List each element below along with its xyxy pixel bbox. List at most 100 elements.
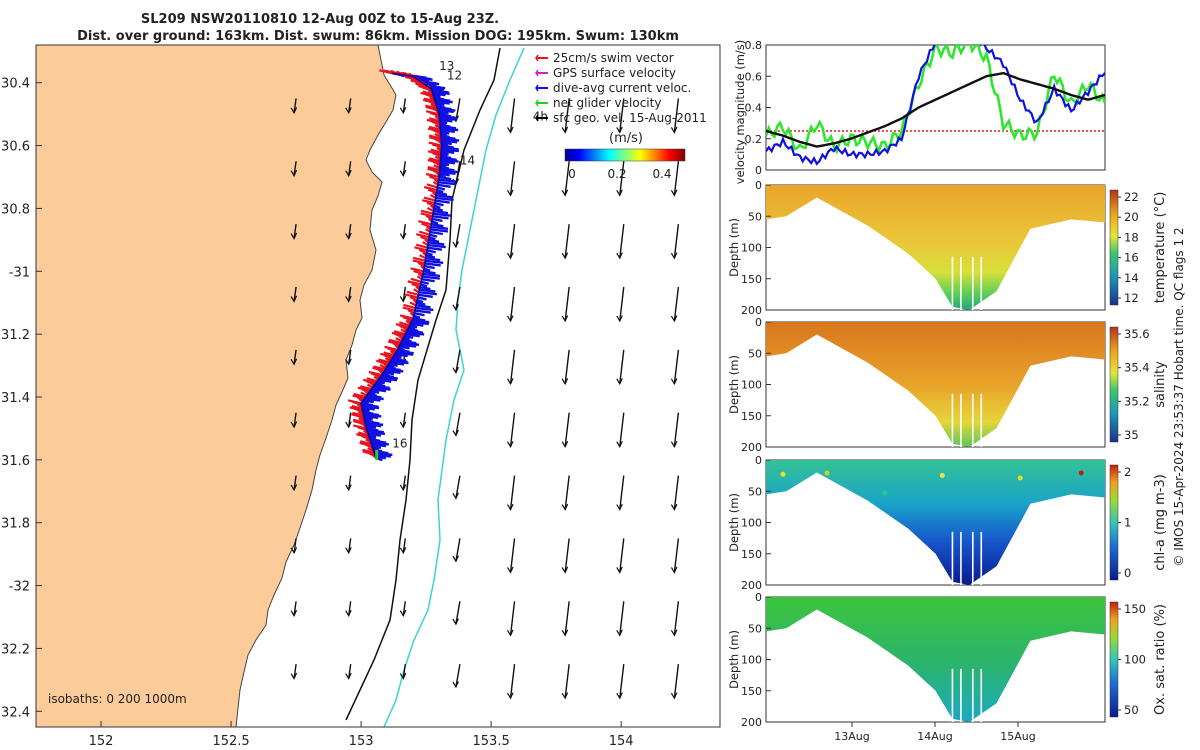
sfc-vel-arrowhead [670, 440, 678, 449]
sfc-vel-arrow [673, 349, 680, 384]
sfc-vel-arrowhead [399, 232, 407, 240]
current-vector [365, 423, 382, 428]
current-vector [435, 196, 454, 202]
current-vector [426, 251, 433, 257]
swim-vector [423, 186, 438, 192]
speed-colorbar-ticks: 0 0.2 0.4 [568, 167, 671, 181]
sfc-vel-arrowhead [616, 692, 623, 700]
section-ylabel: Depth (m) [727, 493, 741, 552]
section-ytick-label: 0 [755, 179, 762, 192]
current-vector [429, 230, 444, 236]
section-ytick-label: 200 [741, 716, 762, 729]
swim-vector [400, 328, 407, 334]
sfc-vel-arrowhead [290, 547, 298, 555]
swim-vector [395, 337, 403, 343]
swim-vector [352, 411, 364, 417]
swim-vector [427, 188, 437, 194]
current-vector [412, 318, 430, 324]
current-vector [409, 324, 418, 329]
current-vector [437, 108, 454, 114]
current-vector [416, 298, 424, 304]
current-vector [420, 283, 428, 288]
imos-side-note: © IMOS 15-Apr-2024 23:53:37 Hobart time.… [1172, 227, 1186, 566]
section-ytick-label: 150 [741, 548, 762, 561]
sfc-vel-arrowhead [670, 252, 678, 260]
isobath-label: isobaths: 0 200 1000m [48, 692, 187, 706]
sfc-vel-arrow [402, 412, 407, 428]
sfc-vel-arrow [564, 475, 570, 510]
current-vector [424, 262, 441, 267]
current-vector [365, 421, 384, 427]
current-vector [436, 191, 448, 196]
swim-vector [406, 318, 413, 323]
swim-vector [359, 385, 372, 391]
swim-vector [428, 141, 442, 147]
sfc-vel-arrowhead [290, 609, 298, 617]
current-vector [431, 217, 443, 223]
swim-vector [379, 364, 387, 370]
sfc-vel-arrowhead [670, 126, 678, 134]
current-vector [405, 332, 420, 338]
sfc-vel-arrowhead [616, 629, 623, 637]
section-colorbar [1109, 464, 1119, 581]
current-vector [432, 92, 446, 97]
current-vector [426, 249, 436, 254]
swim-vector [352, 418, 366, 424]
day-label: 12 [447, 69, 462, 83]
current-vector [439, 168, 458, 174]
sfc-vel-arrowhead [345, 295, 352, 303]
isobath-1000m [383, 47, 525, 727]
sfc-vel-arrow [402, 538, 407, 553]
isobath-200m [345, 47, 501, 721]
section-cbar-tick-label: 35.6 [1124, 327, 1150, 341]
sfc-vel-arrow [619, 538, 625, 573]
current-vector [438, 181, 456, 186]
current-vector [439, 170, 456, 175]
current-vector [380, 375, 398, 380]
sfc-vel-arrow [564, 161, 570, 196]
section-ytick-label: 0 [755, 591, 762, 604]
current-vector [437, 107, 456, 112]
swim-vector [425, 104, 438, 110]
sfc-vel-arrowhead [507, 503, 514, 511]
current-vector [364, 397, 381, 402]
section-cbar-tick-label: 35 [1124, 428, 1139, 442]
swim-vector [429, 193, 437, 199]
map-ytick-label: -32 [9, 580, 30, 595]
sfc-vel-arrow [619, 98, 625, 133]
sfc-vel-arrowhead [399, 547, 407, 555]
current-vector [394, 352, 408, 358]
swim-vector [384, 357, 392, 362]
section-cbar-tick-label: 2 [1124, 465, 1131, 479]
swim-vector [399, 324, 409, 330]
sfc-vel-arrow [455, 224, 461, 248]
section-cbar-tick-label: 35.4 [1124, 361, 1150, 375]
current-vector [441, 146, 459, 151]
section-cbar-tick-label: 18 [1124, 230, 1139, 244]
current-vector [366, 394, 382, 399]
sfc-vel-arrow [509, 664, 516, 699]
map-ticks: 152 152.5 153 153.5 154 30.4 30.6 30.8 -31 31.2 31… [1, 77, 634, 749]
sfc-vel-arrow [402, 475, 407, 491]
chl-hotspot [939, 473, 945, 478]
swim-vector [373, 365, 386, 371]
sfc-vel-arrowhead [452, 618, 459, 626]
chl-hotspot [882, 490, 888, 496]
current-vector [433, 207, 443, 212]
sfc-vel-arrow [564, 224, 570, 259]
current-vector [416, 301, 426, 306]
sfc-vel-arrow [673, 538, 680, 573]
current-vector [441, 147, 460, 153]
sfc-vel-arrow [509, 475, 516, 510]
vel-ytick-label: 0 [755, 164, 762, 177]
current-vector [363, 398, 374, 404]
current-vector [376, 380, 386, 385]
sfc-vel-arrowhead [670, 315, 678, 323]
section-ytick-label: 0 [755, 316, 762, 329]
sfc-vel-arrowhead [561, 126, 569, 134]
sfc-vel-arrow [402, 224, 407, 239]
map-ytick-label: 32.4 [1, 705, 30, 720]
sfc-vel-arrow [619, 349, 625, 384]
